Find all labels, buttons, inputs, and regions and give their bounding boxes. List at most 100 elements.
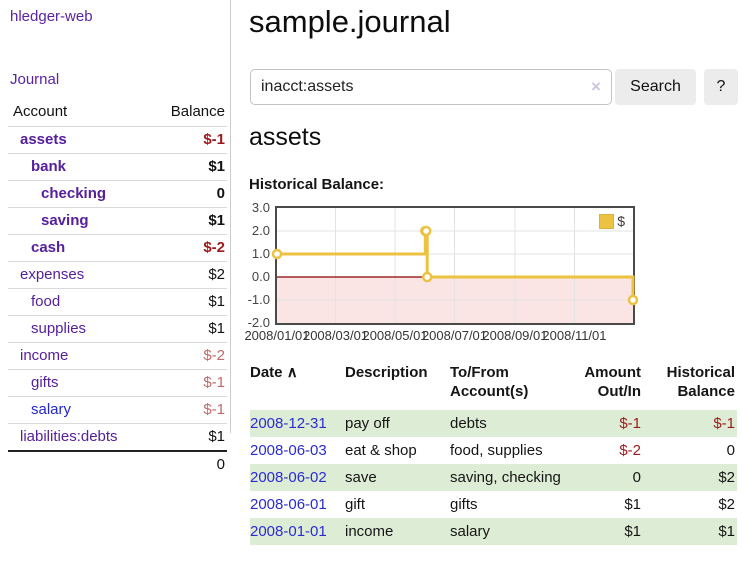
transaction-accounts: food, supplies (450, 442, 543, 459)
clear-search-icon[interactable]: × (591, 77, 601, 96)
legend-label: $ (617, 213, 625, 229)
register-table: Date ∧ Description To/From Account(s) Am… (250, 360, 737, 545)
legend-swatch-icon (599, 213, 615, 229)
data-point-marker (271, 248, 283, 260)
account-link[interactable]: food (31, 293, 61, 310)
account-link[interactable]: checking (41, 185, 107, 202)
transaction-amount: $-1 (619, 415, 641, 432)
accounts-table-body: assets $-1 bank $1 checking 0 saving $1 cash $-2 e… (8, 126, 227, 451)
transaction-description: pay off (345, 415, 390, 432)
transaction-amount: $1 (624, 523, 641, 540)
account-row: supplies $1 (8, 315, 227, 343)
data-point-marker (420, 225, 432, 237)
register-row: 2008-06-01 gift gifts $1 $2 (250, 491, 737, 518)
help-button[interactable]: ? (704, 69, 738, 105)
register-row: 2008-06-02 save saving, checking 0 $2 (250, 464, 737, 491)
account-link[interactable]: assets (20, 131, 67, 148)
transaction-balance: $2 (718, 469, 735, 486)
register-table-body: 2008-12-31 pay off debts $-1 $-1 2008-06-03 ea… (250, 410, 737, 545)
chart-title: Historical Balance: (249, 176, 385, 193)
account-balance: $1 (148, 207, 227, 235)
account-balance: $1 (148, 153, 227, 181)
account-balance: $-2 (148, 342, 227, 370)
transaction-date-link[interactable]: 2008-06-03 (250, 442, 327, 459)
x-axis-tick-label: 2008/03/01 (302, 328, 369, 343)
transaction-amount: 0 (632, 469, 641, 486)
accounts-column-header: To/From Account(s) (450, 364, 529, 400)
transaction-date-link[interactable]: 2008-12-31 (250, 415, 327, 432)
account-row: bank $1 (8, 153, 227, 181)
account-balance: $-2 (148, 234, 227, 262)
transaction-accounts: salary (450, 523, 491, 540)
transaction-date-link[interactable]: 2008-01-01 (250, 523, 327, 540)
register-header-row: Date ∧ Description To/From Account(s) Am… (250, 360, 737, 410)
account-row: checking 0 (8, 180, 227, 208)
search-input[interactable] (250, 69, 612, 105)
transaction-date-link[interactable]: 2008-06-01 (250, 496, 327, 513)
transaction-balance: $1 (718, 523, 735, 540)
balance-chart: $ (271, 206, 639, 325)
balance-column-header2: Historical Balance (666, 364, 735, 400)
y-axis-tick-label: 3.0 (251, 200, 270, 215)
account-balance: 0 (148, 180, 227, 208)
search-button[interactable]: Search (615, 69, 696, 105)
transaction-date-link[interactable]: 2008-06-02 (250, 469, 327, 486)
account-link[interactable]: gifts (31, 374, 59, 391)
transaction-accounts: gifts (450, 496, 478, 513)
register-row: 2008-06-03 eat & shop food, supplies $-2 0 (250, 437, 737, 464)
transaction-accounts: saving, checking (450, 469, 561, 486)
date-column-header[interactable]: Date ∧ (250, 364, 298, 381)
account-link[interactable]: income (20, 347, 69, 364)
accounts-table-header: Account Balance (8, 99, 227, 127)
account-balance: $-1 (148, 369, 227, 397)
account-link[interactable]: expenses (20, 266, 85, 283)
transaction-description: save (345, 469, 377, 486)
y-axis-tick-label: -2.0 (247, 315, 270, 330)
transaction-balance: $-1 (713, 415, 735, 432)
y-axis-tick-label: 1.0 (251, 246, 270, 261)
account-balance: $1 (148, 288, 227, 316)
account-row: cash $-2 (8, 234, 227, 262)
account-row: liabilities:debts $1 (8, 423, 227, 451)
account-row: saving $1 (8, 207, 227, 235)
account-row: food $1 (8, 288, 227, 316)
register-row: 2008-01-01 income salary $1 $1 (250, 518, 737, 545)
account-balance: $2 (148, 261, 227, 289)
app-title-link[interactable]: hledger-web (10, 8, 93, 25)
accounts-total-row: 0 (8, 450, 227, 478)
balance-column-header: Balance (170, 103, 225, 120)
x-axis-tick-label: 2008/11/01 (542, 328, 607, 343)
x-axis-tick-label: 2008/01/01 (244, 328, 310, 343)
account-row: gifts $-1 (8, 369, 227, 397)
accounts-table: Account Balance assets $-1 bank $1 checking 0… (8, 99, 227, 478)
account-link[interactable]: cash (31, 239, 66, 256)
transaction-description: gift (345, 496, 366, 513)
account-balance: $-1 (148, 396, 227, 424)
account-link[interactable]: supplies (31, 320, 87, 337)
sidebar: hledger-web Journal Account Balance asse… (0, 0, 231, 478)
transaction-description: eat & shop (345, 442, 417, 459)
account-row: income $-2 (8, 342, 227, 370)
sort-ascending-icon: ∧ (286, 364, 298, 381)
data-point-marker (627, 294, 639, 306)
transaction-description: income (345, 523, 394, 540)
account-row: assets $-1 (8, 126, 227, 154)
account-link[interactable]: bank (31, 158, 67, 175)
y-axis-tick-label: -1.0 (247, 292, 270, 307)
x-axis-tick-label: 2008/07/01 (421, 328, 488, 343)
account-link[interactable]: saving (41, 212, 89, 229)
account-balance: $-1 (148, 126, 227, 154)
register-row: 2008-12-31 pay off debts $-1 $-1 (250, 410, 737, 437)
y-axis-tick-label: 2.0 (251, 223, 270, 238)
y-axis-tick-label: 0.0 (251, 269, 270, 284)
account-heading: assets (249, 123, 322, 151)
amount-column-header: Amount Out/In (584, 364, 641, 400)
x-axis-tick-label: 2008/09/01 (482, 328, 548, 343)
transaction-amount: $-2 (619, 442, 641, 459)
sidebar-item-journal[interactable]: Journal (10, 71, 60, 88)
account-link[interactable]: liabilities:debts (20, 428, 118, 445)
account-column-header: Account (13, 103, 68, 120)
account-link[interactable]: salary (31, 401, 72, 418)
transaction-balance: 0 (726, 442, 735, 459)
page-title: sample.journal (249, 4, 451, 39)
